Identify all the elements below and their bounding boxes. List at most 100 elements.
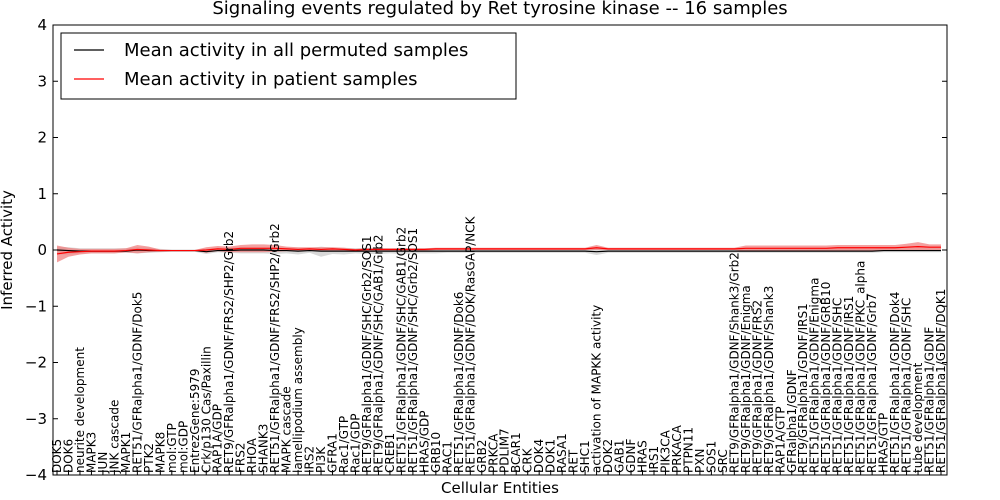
x-category-label: JUN (96, 452, 110, 474)
x-category-label: HRAS/GDP (417, 410, 431, 473)
y-tick-label: −1 (25, 297, 47, 315)
y-tick-label: 3 (37, 72, 47, 90)
x-category-label: RET51/GFRalpha1/GDNF/Enigma (808, 278, 822, 473)
x-category-label: MAPK cascade (280, 386, 294, 473)
x-category-label: CREB1 (383, 433, 397, 473)
x-category-label: PXN (693, 449, 707, 473)
legend-label-patient: Mean activity in patient samples (124, 69, 418, 90)
y-axis: −4 −3 −2 −1 0 1 2 3 4 (25, 16, 947, 484)
legend-box (60, 32, 517, 100)
x-category-label: GDNF (624, 438, 638, 473)
x-category-label: DOK1 (544, 439, 558, 473)
x-category-label: RET51/GFRalpha1/GDNF/PKC_alpha (854, 261, 868, 473)
x-category-label: SHANK3 (257, 424, 271, 473)
x-category-label: DOK4 (532, 439, 546, 473)
chart-title: Signaling events regulated by Ret tyrosi… (212, 0, 787, 19)
y-tick-label: 1 (37, 185, 47, 203)
x-category-label: RET51/GFRalpha1/GDNF/Dok6 (452, 292, 466, 473)
x-category-label: RET51/GFRalpha1/GDNF/SHC (831, 298, 845, 473)
x-category-label: RET51/GFRalpha1/GDNF/DOK/RasGAP/NCK (463, 215, 477, 473)
x-category-label: RET51/GFRalpha1/GDNF/SHC (900, 298, 914, 473)
x-category-label: PIK3CA (658, 429, 672, 473)
x-category-label: RET51/GFRalpha1/GDNF/SHC/Grb2/SOS1 (406, 228, 420, 473)
x-category-label: RAP1A/GDP (211, 404, 225, 473)
x-category-label: lamellipodium assembly (291, 327, 305, 473)
x-category-label: GRB10 (429, 432, 443, 473)
x-category-label: RET51/GFRalpha1/GDNF/SHC/GAB1/Grb2 (394, 227, 408, 473)
x-category-label: Crk/p130 Cas/Paxillin (199, 346, 213, 473)
x-category-label: SHC1 (578, 440, 592, 473)
x-category-label: RET9/GFRalpha1/GDNF/FRS2 (750, 300, 764, 473)
x-category-label: GFRA1 (326, 433, 340, 473)
x-category-label: RAP1A/GTP (773, 406, 787, 473)
x-category-label: RAC1 (440, 441, 454, 473)
x-category-label: DOK2 (601, 439, 615, 473)
y-tick-label: −2 (25, 354, 47, 372)
x-category-label: IRS2 (303, 446, 317, 473)
x-category-label: PRKACA (670, 424, 684, 473)
x-category-label: MAPK1 (119, 432, 133, 473)
x-category-label: RET51/GFRalpha1/GDNF/Dok5 (130, 292, 144, 473)
x-category-label: SRC (716, 449, 730, 473)
x-category-label: GFRalpha1/GDNF (785, 369, 799, 473)
x-category-label: PDLIM7 (498, 428, 512, 473)
legend: Mean activity in all permuted samples Me… (60, 32, 517, 100)
x-category-label: MAPK8 (153, 432, 167, 473)
y-tick-label: −3 (25, 410, 47, 428)
x-category-label: PI3K (314, 446, 328, 473)
x-category-label: HRAS (636, 440, 650, 473)
x-axis-label: Cellular Entities (441, 479, 559, 497)
x-category-label: Rac1/GTP (337, 416, 351, 473)
x-category-label: PTK2 (142, 443, 156, 473)
x-category-label: RET9/GFRalpha1/GDNF/IRS1 (796, 303, 810, 473)
x-category-label: CRK (521, 447, 535, 473)
x-category-label: BCAR1 (509, 432, 523, 473)
x-category-label: RET9/GFRalpha1/GDNF/Shank3/Grb2 (727, 252, 741, 473)
x-category-label: DOK6 (61, 439, 75, 473)
x-category-label: SOS1 (704, 441, 718, 473)
x-category-label: neurite development (73, 347, 87, 473)
x-category-label: RET9/GFRalpha1/GDNF/Enigma (739, 285, 753, 473)
x-category-label: RASA1 (555, 433, 569, 473)
x-category-label: GAB1 (613, 440, 627, 473)
x-category-label: RET51/GFRalpha1/GDNF/Grb7 (865, 293, 879, 473)
x-category-label: GRB2 (475, 439, 489, 473)
band-patient (57, 242, 941, 263)
x-category-label: EntrezGene:5979 (188, 369, 202, 474)
y-tick-label: 4 (37, 16, 47, 34)
x-category-label: RET51/GFRalpha1/GDNF/DOK1 (934, 289, 948, 473)
x-category-label: tube development (911, 362, 925, 473)
x-category-label: DOK5 (50, 439, 64, 473)
x-category-label: RET9/GFRalpha1/GDNF/Shank3 (762, 286, 776, 473)
x-category-label: PTPN11 (681, 427, 695, 473)
y-tick-label: −4 (25, 466, 47, 484)
x-category-label: mol:GDP (176, 421, 190, 473)
x-category-label: JNK cascade (107, 400, 121, 474)
x-category-label: RET (567, 449, 581, 473)
line-permuted-mean (56, 249, 941, 253)
x-category-label: RET51/GFRalpha1/GDNF (923, 327, 937, 473)
x-category-label: FRS2 (234, 443, 248, 474)
x-category-label: RET51/GFRalpha1/GDNF/IRS1 (842, 296, 856, 473)
line-patient-mean (56, 246, 941, 255)
x-category-label: Rac1/GDP (348, 414, 362, 473)
x-category-label: RET9/GFRalpha1/GDNF/FRS2/SHP2/Grb2 (222, 231, 236, 473)
y-axis-label: Inferred Activity (0, 190, 16, 310)
x-category-label: RHOA (245, 437, 259, 473)
x-category-label: RET9/GFRalpha1/GDNF/SHC/Grb2/SOS1 (360, 235, 374, 473)
y-tick-label: 2 (37, 129, 47, 147)
x-category-label: mol:GTP (165, 423, 179, 473)
x-category-label: HRAS/GTP (877, 413, 891, 473)
x-category-label: PRKCA (486, 433, 500, 473)
x-category-label: RET51/GFRalpha1/GDNF/GRB10 (819, 282, 833, 473)
x-category-label: RET9/GFRalpha1/GDNF/SHC/GAB1/Grb2 (371, 234, 385, 473)
x-category-label: MAPK3 (84, 432, 98, 473)
x-category-label: activation of MAPKK activity (590, 305, 604, 473)
series-lines (56, 246, 941, 255)
legend-label-permuted: Mean activity in all permuted samples (124, 40, 468, 61)
x-category-label: IRS1 (647, 446, 661, 473)
x-category-label: RET51/GFRalpha1/GDNF/FRS2/SHP2/Grb2 (268, 223, 282, 473)
x-category-label: RET51/GFRalpha1/GDNF/Dok4 (888, 292, 902, 473)
